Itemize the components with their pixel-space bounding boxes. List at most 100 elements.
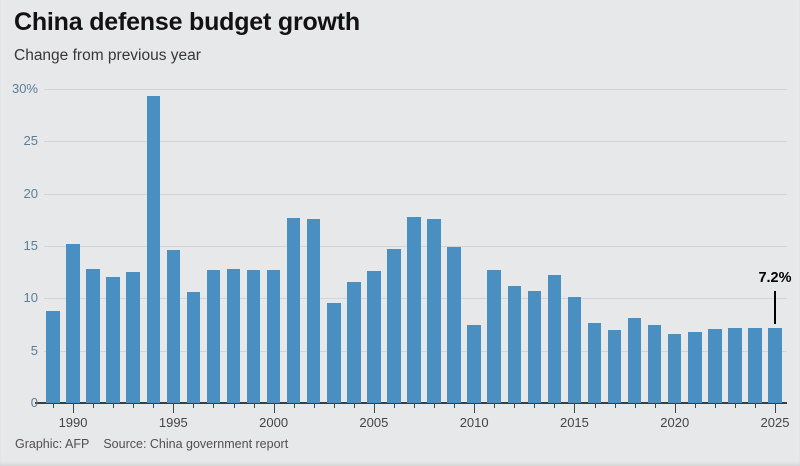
- bar-2009: [447, 247, 461, 403]
- x-axis-tick: [113, 404, 115, 408]
- x-axis-tick: [474, 404, 476, 413]
- bar-2024: [748, 327, 762, 403]
- y-axis-tick-label: 0: [30, 395, 38, 410]
- x-axis-tick: [634, 404, 636, 408]
- x-axis-tick-label: 1995: [158, 415, 188, 430]
- x-axis-tick: [233, 404, 235, 408]
- x-axis-tick: [714, 404, 716, 408]
- bar-2005: [367, 271, 381, 403]
- bar-1992: [106, 277, 120, 403]
- chart-title: China defense budget growth: [14, 8, 360, 36]
- y-axis-tick-label: 15: [23, 238, 38, 253]
- gridline: [44, 141, 787, 143]
- x-axis-line: [35, 402, 787, 404]
- x-axis-tick: [654, 404, 656, 408]
- bar-2017: [607, 329, 622, 403]
- x-axis-tick: [594, 404, 596, 408]
- x-axis-tick: [253, 404, 255, 408]
- x-axis-tick: [674, 404, 676, 413]
- x-axis-tick: [754, 404, 756, 408]
- x-axis-tick-label: 2000: [259, 415, 289, 430]
- gridline: [44, 89, 787, 90]
- bar-2021: [688, 331, 702, 403]
- x-axis-tick-label: 2005: [359, 415, 389, 430]
- x-axis-tick-label: 1990: [58, 415, 88, 430]
- x-axis-tick: [514, 404, 516, 408]
- bar-2020: [667, 333, 682, 403]
- x-axis-tick: [193, 404, 195, 408]
- x-axis-tick: [694, 404, 696, 408]
- x-axis-tick: [53, 404, 54, 408]
- x-axis-tick: [554, 404, 556, 408]
- x-axis-tick: [373, 404, 375, 413]
- bar-2016: [587, 323, 602, 403]
- x-axis-tick: [414, 404, 415, 408]
- annotation-line: [774, 291, 776, 324]
- bar-1996: [186, 292, 201, 403]
- bar-2007: [407, 216, 421, 403]
- x-axis-tick: [494, 404, 496, 408]
- x-axis-tick: [153, 404, 155, 408]
- x-axis-tick: [213, 404, 215, 408]
- bar-1998: [226, 269, 241, 403]
- bar-1991: [86, 269, 100, 403]
- credit-text: Graphic: AFP: [15, 437, 90, 451]
- bar-2019: [647, 324, 662, 403]
- annotation-label: 7.2%: [758, 270, 792, 286]
- y-axis-tick-label: 10: [23, 290, 38, 306]
- bar-2011: [487, 270, 501, 403]
- bar-2022: [708, 328, 722, 403]
- bar-2010: [467, 324, 481, 403]
- x-axis-tick: [293, 404, 295, 408]
- bar-2025: [768, 327, 782, 403]
- chart-subtitle: Change from previous year: [14, 47, 201, 64]
- bar-1993: [126, 272, 140, 403]
- source-text: Source: China government report: [103, 437, 289, 451]
- x-axis-tick-label: 2010: [459, 415, 489, 430]
- x-axis-tick-label: 2015: [559, 415, 589, 430]
- bar-1999: [246, 270, 261, 403]
- bar-1994: [146, 96, 161, 403]
- x-axis-tick: [133, 404, 135, 408]
- y-axis-tick-label: 30%: [11, 81, 38, 96]
- bar-2012: [507, 285, 522, 403]
- bar-2002: [306, 218, 321, 403]
- bar-2023: [728, 327, 742, 403]
- x-axis-tick-label: 2020: [660, 415, 690, 430]
- x-axis-tick: [393, 404, 395, 408]
- bar-1990: [66, 243, 80, 403]
- x-axis-tick: [614, 404, 616, 408]
- x-axis-tick: [734, 404, 736, 408]
- x-axis-tick: [434, 404, 436, 408]
- bar-2015: [567, 297, 582, 403]
- x-axis-tick: [333, 404, 335, 408]
- bar-2006: [387, 249, 401, 403]
- bar-2018: [627, 318, 642, 403]
- bar-2001: [286, 217, 301, 403]
- x-axis-tick: [273, 404, 275, 413]
- x-axis-tick: [313, 404, 315, 408]
- x-axis-tick-label: 2025: [760, 415, 790, 430]
- bar-1997: [206, 270, 221, 403]
- bar-1995: [166, 250, 181, 403]
- x-axis-tick: [93, 404, 95, 408]
- x-axis-tick: [173, 404, 175, 413]
- x-axis-tick: [73, 404, 75, 413]
- bar-1989: [46, 310, 60, 403]
- gridline: [44, 193, 787, 195]
- x-axis-tick: [775, 404, 776, 413]
- bar-2013: [527, 291, 542, 403]
- y-axis-tick-label: 5: [30, 342, 38, 358]
- x-axis-tick: [534, 404, 536, 408]
- bar-2000: [266, 270, 281, 403]
- x-axis-tick: [574, 404, 576, 413]
- chart-footer: Graphic: AFP Source: China government rep…: [15, 437, 288, 451]
- y-axis-tick-label: 25: [23, 133, 38, 149]
- x-axis-tick: [454, 404, 456, 408]
- x-axis-tick: [353, 404, 355, 408]
- y-axis-tick-label: 20: [23, 185, 38, 201]
- bar-2014: [547, 275, 562, 403]
- bar-2003: [327, 302, 341, 403]
